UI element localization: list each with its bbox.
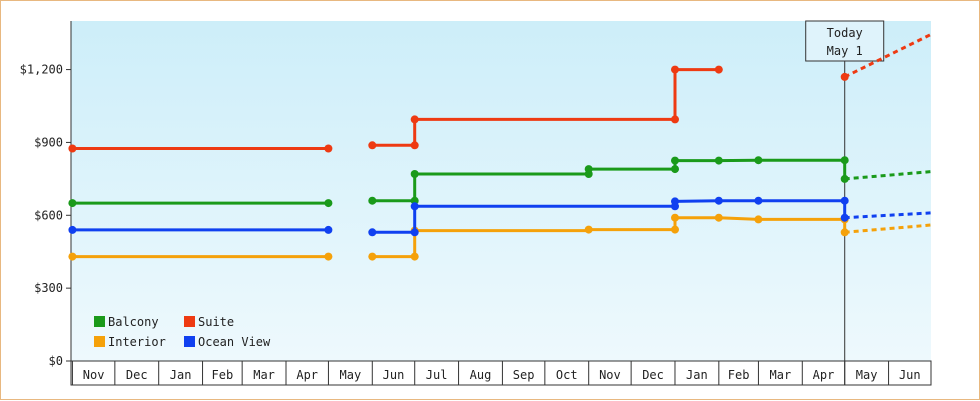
ocean-view-point xyxy=(840,196,849,205)
x-tick-label: Apr xyxy=(813,368,835,382)
ocean-view-point xyxy=(714,196,723,205)
balcony-point xyxy=(840,156,849,165)
today-label: Today xyxy=(827,26,863,40)
x-tick-label: Dec xyxy=(126,368,148,382)
legend-label-balcony: Balcony xyxy=(108,315,159,329)
balcony-point xyxy=(324,199,333,208)
interior-point xyxy=(324,252,333,261)
legend-label-ocean-view: Ocean View xyxy=(198,335,271,349)
ocean-view-point xyxy=(671,197,679,206)
legend-swatch-balcony xyxy=(94,316,105,327)
x-tick-label: Jan xyxy=(686,368,708,382)
plot-area xyxy=(71,21,931,361)
x-tick-label: Jan xyxy=(170,368,192,382)
x-tick-label: Jun xyxy=(899,368,921,382)
ocean-view-point xyxy=(754,196,763,205)
x-tick-label: Feb xyxy=(212,368,234,382)
ocean-view-point xyxy=(410,202,419,211)
interior-point xyxy=(840,228,849,237)
x-tick-label: Jun xyxy=(383,368,405,382)
x-tick-label: Jul xyxy=(426,368,448,382)
balcony-point xyxy=(671,165,679,174)
interior-forecast-line xyxy=(844,223,932,234)
x-tick-label: Oct xyxy=(556,368,578,382)
series-suite xyxy=(68,33,932,153)
ocean-view-point xyxy=(324,225,333,234)
balcony-point xyxy=(68,199,77,208)
legend-label-interior: Interior xyxy=(108,335,166,349)
y-tick-label: $600 xyxy=(34,208,63,222)
x-tick-label: Sep xyxy=(513,368,535,382)
ocean-view-point xyxy=(840,213,849,222)
x-tick-label: Apr xyxy=(296,368,318,382)
balcony-point xyxy=(368,196,377,205)
balcony-point xyxy=(584,165,593,174)
suite-point xyxy=(68,144,77,153)
x-tick-label: Mar xyxy=(770,368,792,382)
interior-point xyxy=(68,252,77,261)
balcony-point xyxy=(410,170,419,178)
suite-point xyxy=(840,72,849,81)
balcony-point xyxy=(754,156,763,165)
y-tick-label: $0 xyxy=(49,354,63,368)
x-tick-label: Dec xyxy=(642,368,664,382)
balcony-point xyxy=(840,174,849,183)
x-tick-label: Nov xyxy=(83,368,105,382)
today-label-box xyxy=(805,20,885,62)
suite-forecast-line xyxy=(844,33,932,79)
y-tick-label: $300 xyxy=(34,281,63,295)
x-tick-label: Feb xyxy=(728,368,750,382)
series-ocean-view xyxy=(68,196,932,237)
x-tick-label: Nov xyxy=(599,368,621,382)
x-tick-label: May xyxy=(340,368,362,382)
legend-swatch-ocean-view xyxy=(184,336,195,347)
legend-swatch-interior xyxy=(94,336,105,347)
interior-point xyxy=(671,225,679,234)
suite-point xyxy=(410,115,419,124)
axes: $0 $300 $600 $900 $1,200 Nov Dec Jan Feb Mar Apr Ma… xyxy=(20,21,932,386)
interior-point xyxy=(368,252,377,261)
ocean-view-point xyxy=(368,228,377,237)
suite-point xyxy=(714,65,723,74)
suite-point xyxy=(324,144,333,153)
suite-point xyxy=(671,115,679,124)
y-tick-label: $900 xyxy=(34,135,63,149)
legend-swatch-suite xyxy=(184,316,195,327)
suite-point xyxy=(671,65,679,74)
x-tick-label: May xyxy=(856,368,878,382)
balcony-point xyxy=(714,156,723,165)
y-tick-label: $1,200 xyxy=(20,63,63,77)
interior-point xyxy=(584,225,593,234)
x-axis-band xyxy=(70,360,932,386)
interior-point xyxy=(714,213,723,222)
ocean-view-point xyxy=(410,228,419,237)
interior-point xyxy=(754,215,763,224)
legend: Balcony Suite Interior Ocean View xyxy=(94,315,271,349)
suite-point xyxy=(410,141,419,150)
balcony-point xyxy=(410,196,419,205)
series-balcony xyxy=(68,156,932,208)
series-layer xyxy=(68,33,932,261)
interior-point xyxy=(671,213,679,222)
interior-point xyxy=(410,252,419,261)
suite-line xyxy=(372,68,719,147)
legend-label-suite: Suite xyxy=(198,315,234,329)
balcony-forecast-line xyxy=(844,170,932,181)
x-tick-label: Mar xyxy=(253,368,275,382)
balcony-point xyxy=(671,156,679,165)
x-tick-label: Aug xyxy=(470,368,492,382)
ocean-view-point xyxy=(68,225,77,234)
today-date-label: May 1 xyxy=(827,44,863,58)
suite-point xyxy=(368,141,377,150)
ocean-view-forecast-line xyxy=(844,211,932,220)
